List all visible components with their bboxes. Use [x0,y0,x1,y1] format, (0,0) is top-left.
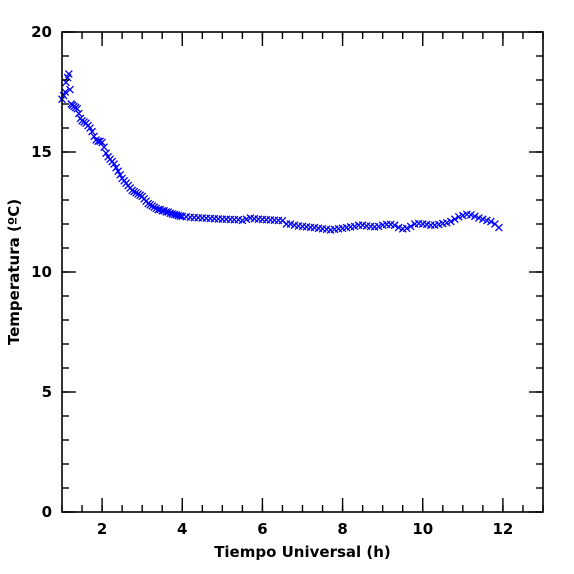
data-point [110,160,119,168]
data-point [374,222,383,231]
data-point [102,149,111,158]
x-tick-label: 10 [412,520,433,538]
data-point [94,137,102,146]
x-tick-label: 2 [97,520,107,538]
data-point [66,85,74,94]
y-tick-label: 20 [31,23,52,41]
x-tick-label: 4 [177,520,187,538]
data-point [98,138,107,147]
data-point [162,208,171,216]
data-point [154,205,163,214]
data-point [238,216,247,225]
data-point [88,127,96,136]
data-point [116,170,125,179]
data-point [454,212,463,221]
data-point [286,220,295,228]
y-tick-label: 15 [31,143,52,161]
data-point [486,217,495,226]
data-point [166,209,175,218]
data-point [450,215,459,224]
data-point [74,109,83,118]
y-tick-label: 10 [31,263,52,281]
data-point [466,210,475,219]
x-tick-label: 12 [492,520,513,538]
data-point [394,223,403,232]
data-point [406,222,415,231]
data-point [434,220,443,229]
data-point [172,210,181,219]
data-point [64,70,73,78]
data-point [474,214,483,222]
data-point [86,124,94,132]
plot-frame [61,31,544,513]
data-point [168,210,177,218]
data-points [58,70,503,234]
x-axis-label: Tiempo Universal (h) [214,543,391,561]
y-axis-label: Temperatura (ºC) [5,199,23,345]
data-point [350,222,359,231]
y-tick-label: 5 [42,383,52,401]
tick-labels: 2 4 6 8 10 12 0 5 10 15 20 [31,23,513,538]
data-point [114,167,123,176]
data-point [242,215,251,224]
data-point [170,210,179,219]
data-point [402,224,411,233]
data-point [390,221,399,230]
data-point [478,215,487,224]
data-point [458,211,467,220]
x-tick-label: 8 [337,520,347,538]
data-point [494,223,503,232]
data-point [446,217,455,226]
data-point [470,212,479,221]
data-point [482,216,491,225]
data-point [61,88,70,96]
y-tick-label: 0 [42,503,52,521]
data-point [100,143,109,152]
data-point [158,206,167,215]
data-point [176,212,185,220]
data-point [112,163,121,172]
axis-ticks [61,31,544,513]
data-point [442,218,451,227]
x-tick-label: 6 [257,520,267,538]
